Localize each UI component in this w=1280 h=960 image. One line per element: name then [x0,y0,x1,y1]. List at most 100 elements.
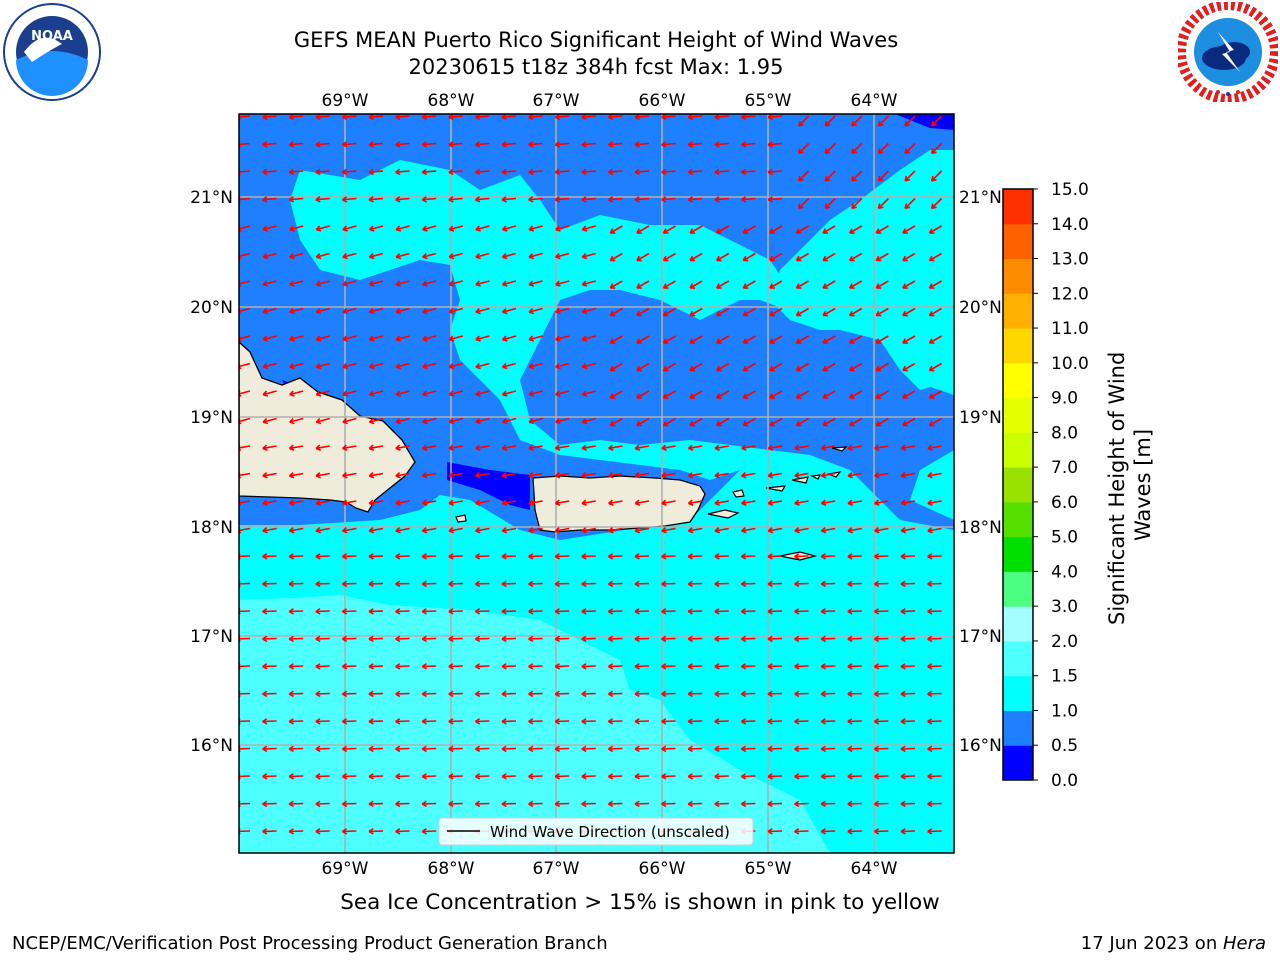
wind-wave-arrow [262,608,277,615]
wind-wave-arrow [740,553,756,560]
land-culebra [732,489,745,498]
wind-wave-arrow [847,800,862,808]
wind-wave-arrow [262,580,277,588]
wind-wave-arrow [873,635,889,643]
wind-wave-arrow [927,553,942,560]
wind-wave-arrow [421,718,437,725]
wind-wave-arrow [448,114,463,121]
wind-wave-arrow [714,718,729,725]
wind-wave-arrow [927,608,942,615]
colorbar-segment [1003,223,1033,260]
wind-wave-arrow [795,390,810,399]
wind-wave-arrow [528,553,543,560]
wind-wave-arrow [475,252,490,260]
wind-wave-arrow [474,745,490,753]
wind-wave-arrow [820,800,836,808]
wind-wave-arrow [421,141,437,148]
wind-wave-arrow [288,690,304,698]
wind-wave-arrow [822,225,836,234]
wind-wave-arrow [421,472,437,479]
wind-wave-arrow [767,800,783,808]
wind-wave-arrow [689,280,703,289]
wind-wave-arrow [368,690,384,698]
wind-wave-arrow [740,718,756,725]
wind-wave-arrow [262,553,277,560]
wind-wave-arrow [927,663,942,670]
wind-wave-arrow [368,527,384,534]
wind-wave-arrow [475,307,490,315]
wind-wave-arrow [474,141,490,148]
wind-wave-arrow [769,362,783,372]
wind-wave-arrow [315,335,331,342]
wind-wave-arrow [501,800,517,808]
wind-wave-arrow [767,472,783,479]
wind-wave-arrow [555,335,570,342]
wind-wave-arrow [448,444,463,451]
wind-wave-arrow [848,252,863,262]
wind-wave-arrow [448,252,464,260]
wind-wave-arrow [822,417,836,427]
wind-wave-arrow [900,800,916,808]
wind-wave-arrow [368,773,384,780]
wind-wave-arrow [395,745,410,753]
wind-wave-arrow [797,197,810,210]
wind-wave-arrow [395,307,410,315]
wind-wave-arrow [661,499,676,506]
wind-wave-arrow [740,663,756,670]
wind-wave-arrow [902,307,916,317]
wind-wave-arrow [847,773,862,780]
wind-wave-arrow [875,307,889,317]
wind-wave-arrow [368,745,384,753]
footer-date-text: 17 Jun 2023 on [1080,933,1223,954]
wind-wave-arrow [341,745,357,753]
wind-wave-arrow [820,472,836,479]
wind-wave-arrow [368,417,384,425]
wind-wave-arrow [315,252,331,260]
wind-wave-arrow [501,773,517,780]
wind-wave-arrow [315,141,330,148]
wind-wave-arrow [581,141,596,148]
colorbar-ticks: 0.0 0.5 1.0 1.5 2.0 3.0 4.0 5.0 6.0 7.0 8.0 9.0 10.0… [1033,180,1089,791]
wind-wave-arrow [767,196,783,203]
wind-wave-arrow [554,718,570,725]
wind-wave-arrow [822,335,836,344]
wind-wave-arrow [262,663,277,670]
wind-wave-arrow [395,663,410,670]
wind-wave-arrow [662,417,677,427]
colorbar-tick-label: 0.0 [1051,771,1078,791]
wind-wave-arrow [262,690,277,698]
wind-wave-arrow [609,335,623,344]
wind-wave-arrow [501,718,517,725]
wind-wave-arrow [262,800,277,808]
wind-wave-arrow [742,335,756,344]
wind-wave-arrow [687,608,703,615]
wind-wave-arrow [927,499,942,506]
wind-wave-arrow [794,527,809,534]
wind-wave-arrow [555,390,570,397]
wind-wave-arrow [661,553,676,560]
wind-wave-arrow [501,362,517,370]
wind-wave-arrow [928,307,943,317]
wind-wave-arrow [824,142,836,155]
wind-wave-arrow [822,252,836,262]
wind-wave-arrow [448,362,464,370]
wind-wave-arrow [528,663,543,670]
colorbar [1002,188,1034,781]
wind-wave-arrow [795,307,810,317]
wind-wave-arrow [422,390,437,397]
wind-wave-arrow [315,553,330,560]
wind-wave-arrow [528,225,543,232]
wind-wave-arrow [474,114,490,121]
wind-wave-arrow [689,417,703,427]
wind-wave-arrow [422,417,437,425]
lat-label-left-19n: 19°N [190,408,233,428]
wind-wave-arrow [714,141,729,148]
wind-wave-arrow [634,499,650,506]
wind-wave-arrow [421,773,437,780]
wind-wave-arrow [661,608,676,615]
wind-wave-arrow [315,608,330,615]
wind-wave-arrow [368,472,384,479]
wind-wave-arrow [341,168,357,176]
wind-wave-arrow [368,141,384,148]
wind-wave-arrow [687,635,703,643]
